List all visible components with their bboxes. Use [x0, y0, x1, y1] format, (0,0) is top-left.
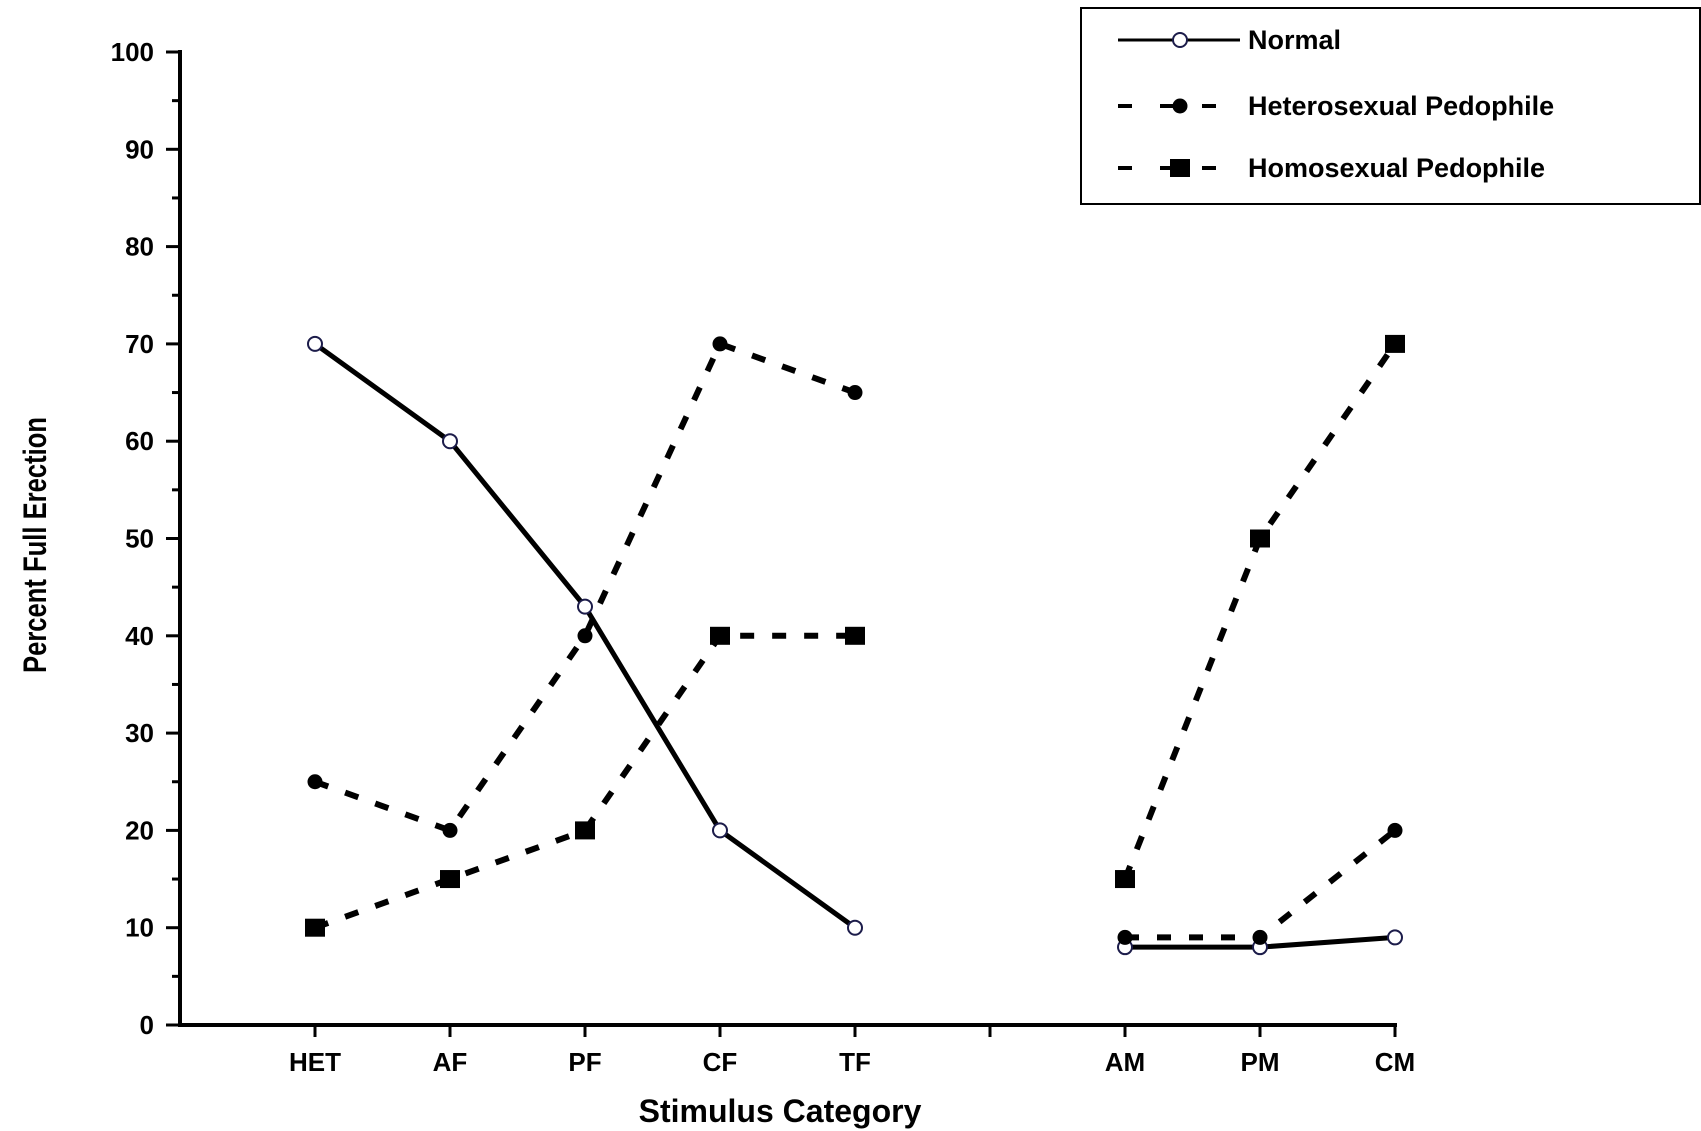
x-tick-label: PF — [568, 1047, 601, 1077]
legend-label: Heterosexual Pedophile — [1248, 91, 1554, 121]
y-tick-label: 0 — [140, 1010, 154, 1040]
data-point — [440, 870, 460, 889]
legend: Normal Heterosexual Pedophile Homosexual P… — [1080, 7, 1701, 205]
series-layer — [305, 334, 1405, 956]
data-point — [845, 626, 865, 645]
x-tick-label: CF — [703, 1047, 738, 1077]
x-tick-label: AM — [1105, 1047, 1145, 1077]
axes: 0 10 20 30 40 50 60 70 80 90 100 HET AF PF CF TF AM PM CM — [111, 37, 1416, 1077]
data-point — [305, 918, 325, 937]
data-point — [1387, 929, 1403, 946]
y-tick-label: 60 — [125, 426, 154, 456]
y-tick-label: 40 — [125, 621, 154, 651]
x-tick-label: HET — [289, 1047, 341, 1077]
x-tick-label: AF — [433, 1047, 468, 1077]
series-1 — [307, 335, 1403, 956]
series-line — [1125, 828, 1397, 941]
y-tick-label: 30 — [125, 718, 154, 748]
data-point — [307, 335, 323, 352]
data-point — [575, 821, 595, 840]
data-point — [847, 919, 863, 936]
series-2 — [307, 336, 1403, 945]
data-point — [1117, 929, 1133, 945]
data-point — [577, 628, 593, 644]
x-tick-label: CM — [1375, 1047, 1415, 1077]
y-tick-label: 10 — [125, 913, 154, 943]
series-3 — [305, 334, 1405, 937]
series-line — [1122, 342, 1398, 881]
data-point — [712, 336, 728, 352]
data-point — [1385, 334, 1405, 353]
data-point — [307, 774, 323, 790]
data-point — [442, 433, 458, 450]
legend-label: Homosexual Pedophile — [1248, 153, 1545, 183]
data-point — [577, 598, 593, 615]
x-tick-label: TF — [839, 1047, 871, 1077]
data-point — [1115, 870, 1135, 889]
data-point — [1387, 822, 1403, 838]
data-point — [1252, 929, 1268, 945]
legend-marker — [1170, 159, 1190, 177]
y-tick-label: 80 — [125, 232, 154, 262]
legend-label: Normal — [1248, 25, 1341, 55]
x-axis-title: Stimulus Category — [639, 1093, 922, 1129]
y-tick-label: 90 — [125, 134, 154, 164]
y-tick-label: 100 — [111, 37, 154, 67]
legend-marker — [1172, 32, 1188, 48]
data-point — [442, 822, 458, 838]
y-tick-label: 50 — [125, 524, 154, 554]
y-tick-label: 70 — [125, 329, 154, 359]
x-tick-label: PM — [1241, 1047, 1280, 1077]
data-point — [712, 822, 728, 839]
data-point — [1250, 529, 1270, 548]
series-line — [313, 632, 855, 931]
y-axis-title: Percent Full Erection — [18, 417, 53, 673]
y-tick-label: 20 — [125, 815, 154, 845]
series-line — [313, 340, 857, 835]
data-point — [847, 385, 863, 401]
data-point — [710, 626, 730, 645]
legend-marker — [1172, 98, 1188, 114]
